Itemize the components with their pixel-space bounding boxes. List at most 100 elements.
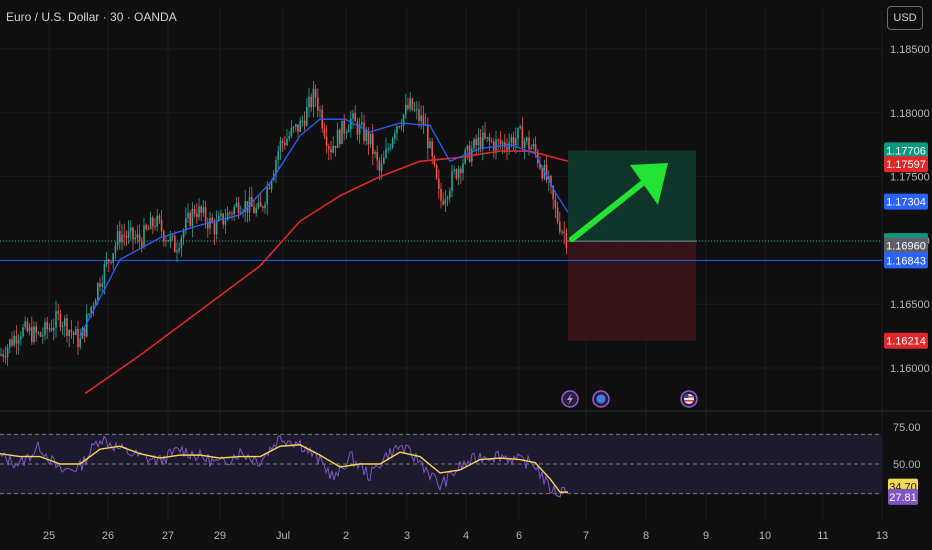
candle-body bbox=[288, 135, 290, 139]
candle-body bbox=[383, 157, 385, 164]
candle-body bbox=[402, 114, 405, 126]
candle-body bbox=[121, 234, 123, 243]
candle-body bbox=[171, 235, 174, 237]
candle-body bbox=[2, 354, 4, 357]
candle-body bbox=[275, 160, 277, 174]
price-tag-label: 1.16214 bbox=[886, 336, 926, 348]
time-tick-label: 6 bbox=[516, 530, 522, 542]
ema-slow-line bbox=[84, 150, 569, 395]
candle-body bbox=[193, 208, 196, 214]
candle-body bbox=[114, 245, 117, 254]
globe-icon bbox=[592, 390, 610, 408]
candle-body bbox=[400, 125, 403, 127]
candle-body bbox=[411, 98, 414, 110]
candle-body bbox=[198, 206, 200, 218]
candle-body bbox=[306, 106, 308, 126]
candle-body bbox=[499, 140, 502, 145]
candle-body bbox=[279, 140, 282, 152]
currency-button[interactable]: USD bbox=[887, 6, 923, 30]
candle-body bbox=[72, 332, 75, 335]
candle-body bbox=[323, 128, 326, 137]
candle-body bbox=[295, 124, 297, 128]
candle-body bbox=[290, 128, 293, 136]
candle-body bbox=[325, 136, 328, 147]
candle-body bbox=[42, 335, 44, 337]
candle-body bbox=[136, 234, 139, 238]
candle-body bbox=[453, 169, 455, 171]
rsi-ma-line bbox=[0, 444, 568, 493]
candle-body bbox=[554, 199, 557, 208]
candle-body bbox=[160, 220, 163, 232]
candle-body bbox=[347, 129, 350, 133]
candle-body bbox=[429, 141, 431, 149]
loss-zone bbox=[568, 241, 696, 341]
candle-body bbox=[176, 250, 178, 253]
candle-body bbox=[77, 329, 79, 347]
price-tag-label: 1.17706 bbox=[886, 145, 926, 157]
candle-body bbox=[180, 237, 183, 249]
candle-body bbox=[70, 329, 73, 333]
candle-body bbox=[482, 132, 484, 150]
candle-body bbox=[550, 176, 552, 186]
candle-body bbox=[438, 178, 440, 189]
candle-body bbox=[343, 120, 345, 134]
candle-body bbox=[299, 120, 301, 132]
candle-body bbox=[475, 139, 477, 146]
candle-body bbox=[369, 133, 372, 145]
candle-body bbox=[224, 220, 227, 225]
candle-body bbox=[488, 137, 491, 142]
time-axis: 25 26 27 29 Jul 2 3 4 6 7 8 9 10 11 13 bbox=[43, 530, 888, 542]
candle-body bbox=[539, 163, 541, 169]
candle-body bbox=[427, 124, 429, 149]
candle-body bbox=[446, 197, 449, 200]
candle-body bbox=[501, 142, 504, 145]
candle-body bbox=[253, 206, 255, 214]
candle-body bbox=[350, 118, 352, 130]
candle-body bbox=[266, 187, 268, 205]
candle-body bbox=[53, 327, 55, 331]
candle-body bbox=[339, 129, 341, 144]
candle-body bbox=[391, 138, 394, 148]
candle-body bbox=[22, 327, 24, 337]
candle-body bbox=[380, 163, 383, 171]
candle-body bbox=[552, 185, 554, 200]
candle-body bbox=[119, 231, 121, 243]
candle-body bbox=[213, 222, 216, 235]
candle-body bbox=[435, 164, 438, 179]
candle-body bbox=[548, 176, 550, 181]
candle-body bbox=[191, 208, 194, 227]
candle-body bbox=[17, 339, 20, 344]
candle-body bbox=[83, 328, 86, 337]
time-tick-label: 27 bbox=[162, 530, 174, 542]
candle-body bbox=[187, 212, 189, 219]
candle-body bbox=[317, 97, 319, 111]
candle-body bbox=[59, 313, 62, 328]
candle-body bbox=[86, 314, 88, 337]
candle-body bbox=[185, 218, 187, 231]
candle-body bbox=[57, 311, 59, 314]
candle-body bbox=[103, 263, 106, 284]
candle-body bbox=[259, 202, 262, 207]
candle-body bbox=[211, 217, 213, 223]
candle-body bbox=[268, 187, 271, 189]
price-tag: 1.17706 bbox=[884, 142, 928, 159]
candle-body bbox=[416, 109, 418, 111]
price-tag: 1.16960 bbox=[884, 237, 928, 254]
candle-body bbox=[301, 120, 304, 122]
candle-body bbox=[101, 283, 103, 287]
candle-body bbox=[237, 202, 240, 214]
lightning-icon bbox=[561, 390, 579, 408]
candle-body bbox=[541, 168, 543, 179]
candle-body bbox=[506, 146, 508, 150]
candle-body bbox=[99, 283, 101, 287]
candle-body bbox=[363, 122, 365, 141]
candle-body bbox=[530, 147, 532, 150]
candle-body bbox=[341, 120, 343, 144]
rsi-value-tag: 27.81 bbox=[888, 488, 918, 505]
candle-body bbox=[354, 113, 356, 122]
rsi-tick-label: 75.00 bbox=[893, 422, 921, 434]
candle-body bbox=[202, 207, 205, 213]
price-tick-label: 1.16000 bbox=[890, 363, 930, 375]
candle-body bbox=[112, 253, 114, 263]
